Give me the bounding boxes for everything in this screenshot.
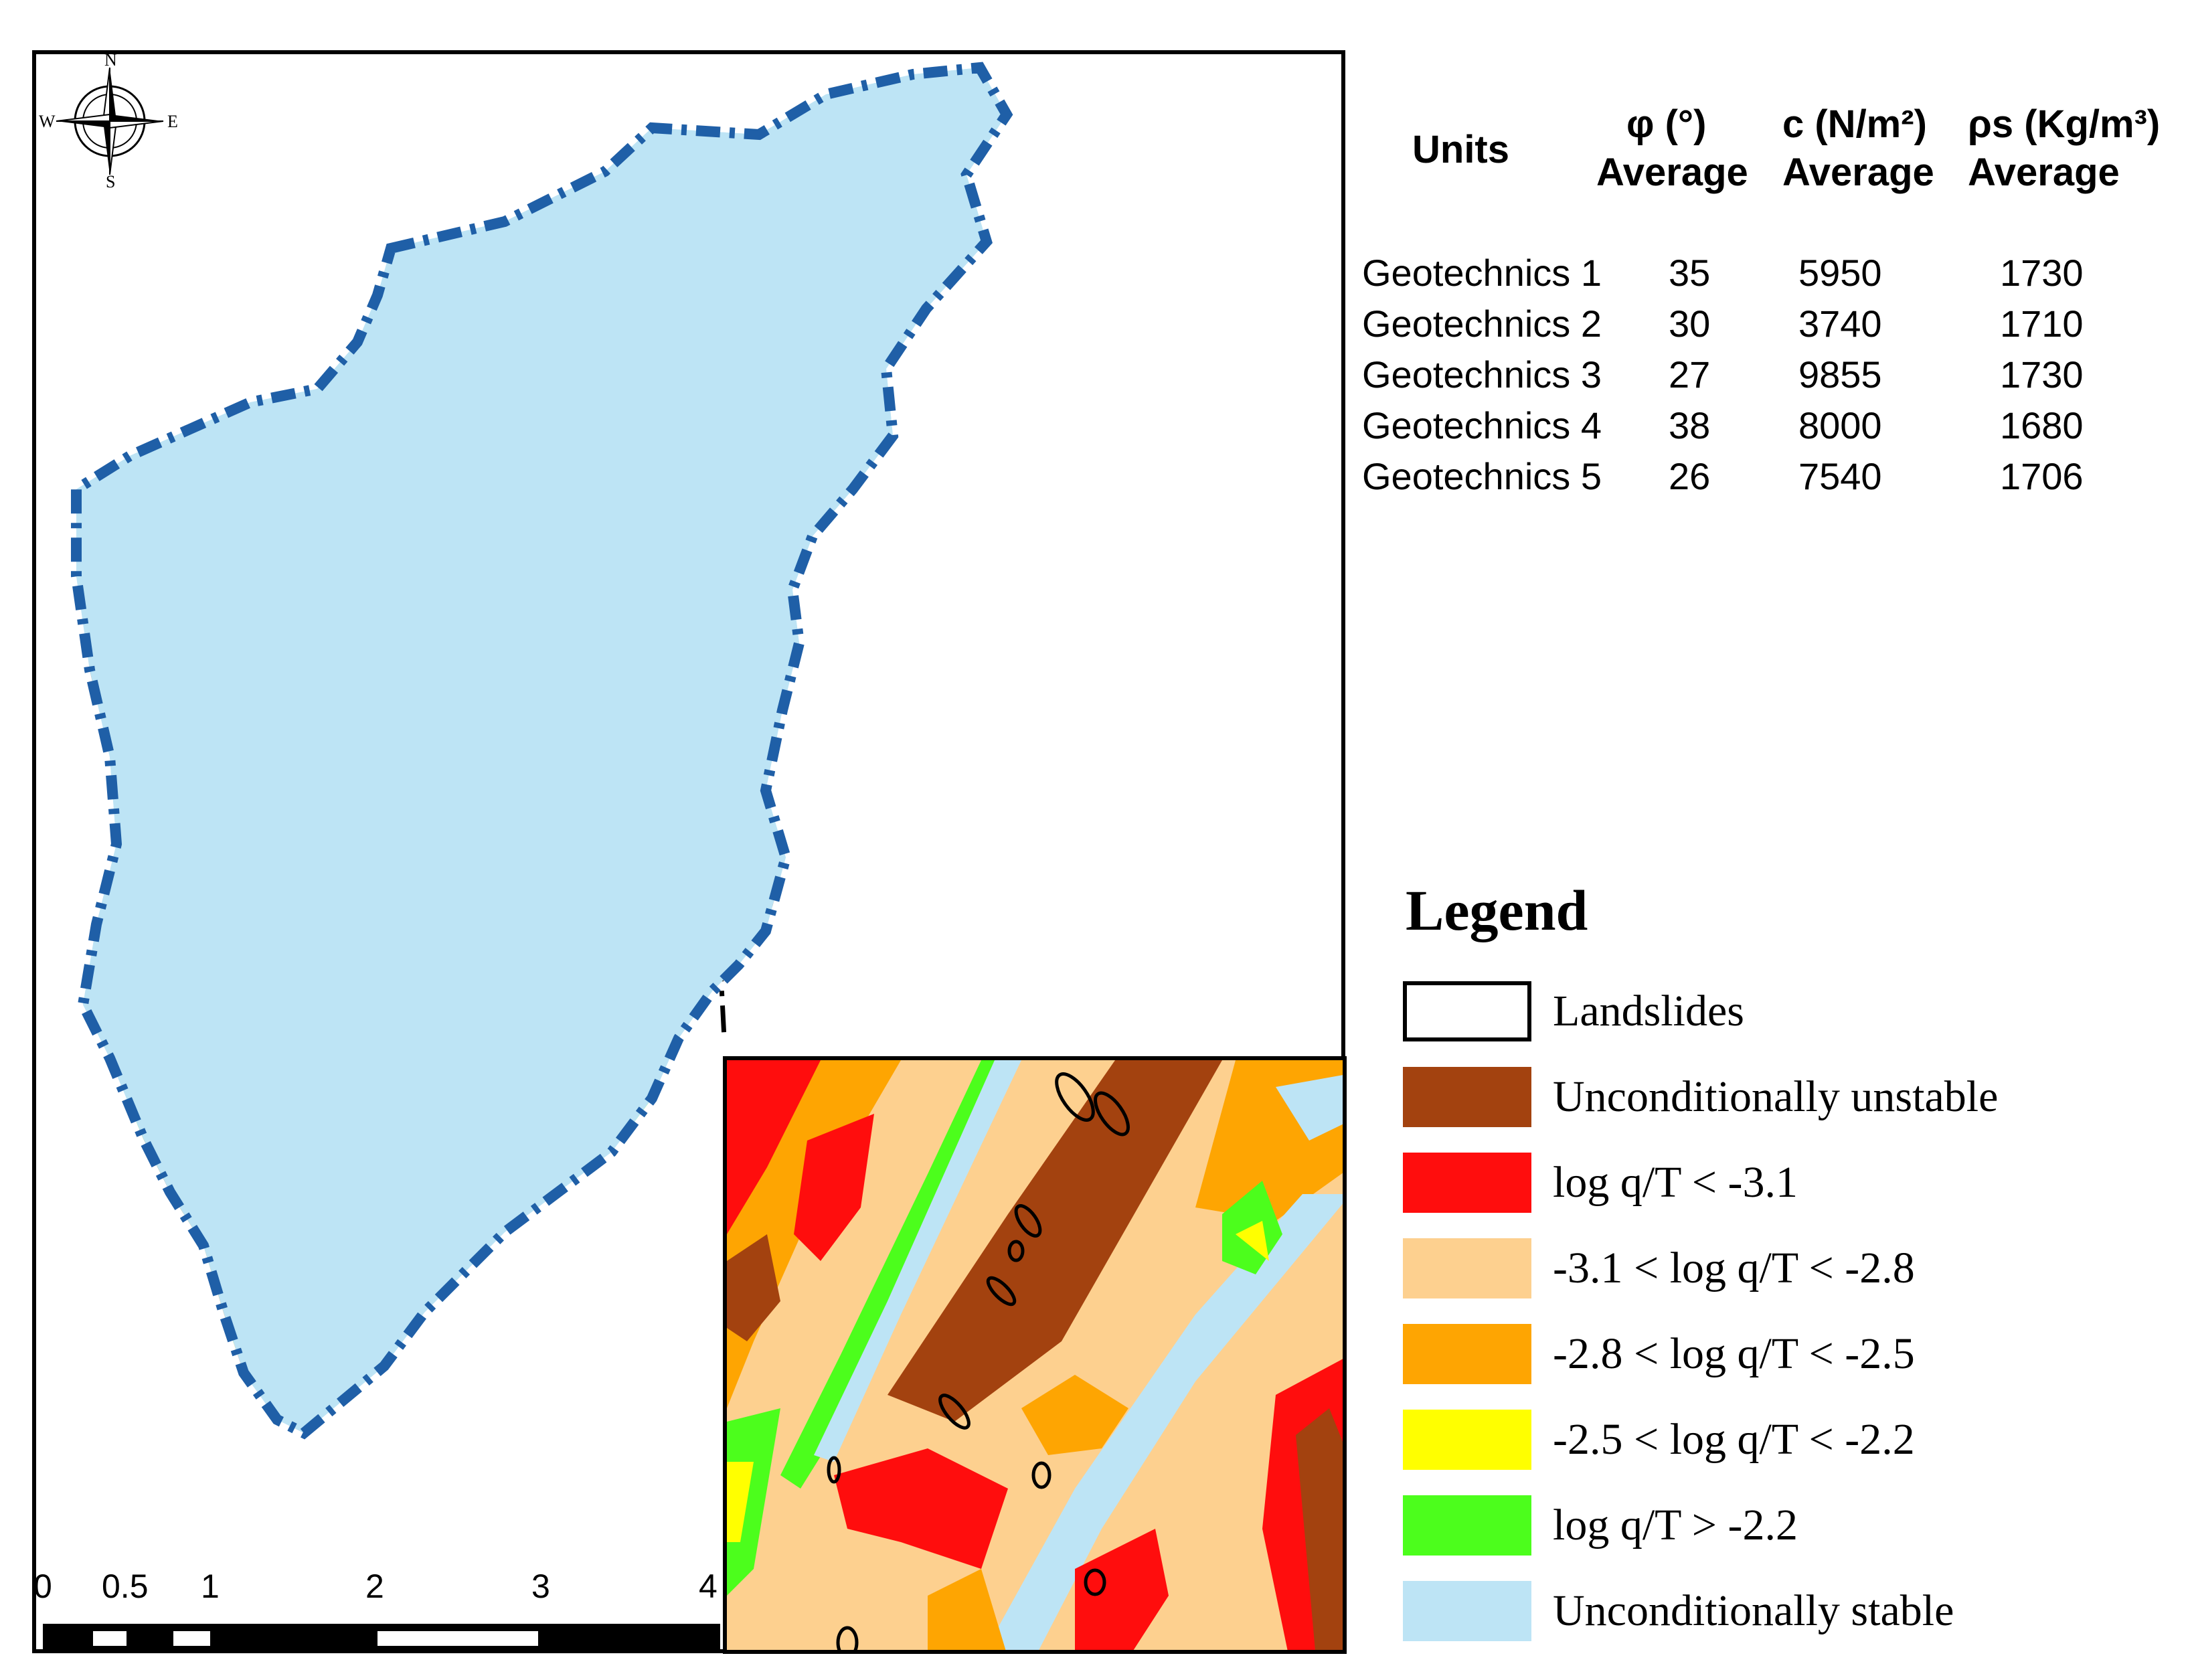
table-cell-unit: Geotechnics 2: [1362, 303, 1602, 345]
table-cell-unit: Geotechnics 3: [1362, 353, 1602, 396]
scale-tick-label: 1: [201, 1568, 220, 1605]
legend-label: Unconditionally stable: [1553, 1586, 1954, 1635]
legend-swatch: [1403, 1324, 1531, 1384]
table-cell-phi: 38: [1669, 404, 1711, 446]
legend-label: Landslides: [1553, 987, 1744, 1035]
table-cell-unit: Geotechnics 5: [1362, 455, 1602, 497]
legend-label: -3.1 < log q/T < -2.8: [1553, 1244, 1915, 1292]
scale-tick-label: 2: [365, 1568, 384, 1605]
compass-east-label: E: [167, 112, 178, 131]
table-header: φ (°): [1626, 102, 1707, 146]
table-header: Average: [1968, 151, 2120, 194]
table-header: c (N/m²): [1782, 102, 1927, 146]
legend-swatch: [1403, 1238, 1531, 1298]
legend-label: log q/T < -3.1: [1553, 1158, 1798, 1207]
table-cell-phi: 27: [1669, 353, 1711, 396]
scale-tick-label: 0.5: [102, 1568, 149, 1605]
watershed-map: [43, 54, 1345, 1649]
table-cell-c: 7540: [1798, 455, 1882, 497]
table-cell-c: 3740: [1798, 303, 1882, 345]
table-cell-c: 9855: [1798, 353, 1882, 396]
scale-tick-label: 4: [699, 1568, 718, 1605]
table-cell-rho: 1706: [2000, 455, 2084, 497]
legend-label: Unconditionally unstable: [1553, 1072, 1999, 1121]
table-cell-rho: 1730: [2000, 353, 2084, 396]
legend-swatch: [1403, 1581, 1531, 1641]
scale-bar: [43, 1624, 720, 1649]
legend-swatch: [1403, 1410, 1531, 1470]
table-cell-c: 8000: [1798, 404, 1882, 446]
table-cell-c: 5950: [1798, 252, 1882, 294]
inset-map: [723, 1056, 1347, 1654]
table-cell-rho: 1710: [2000, 303, 2084, 345]
table-cell-phi: 30: [1669, 303, 1711, 345]
scale-tick-label: 0: [33, 1568, 52, 1605]
table-header: Average: [1782, 151, 1934, 194]
table-cell-rho: 1730: [2000, 252, 2084, 294]
compass-north-label: N: [104, 50, 117, 70]
table-cell-phi: 26: [1669, 455, 1711, 497]
legend-label: -2.8 < log q/T < -2.5: [1553, 1329, 1915, 1378]
legend-label: -2.5 < log q/T < -2.2: [1553, 1415, 1915, 1464]
main-map: 0 0.5 1 2 3 4 N S E W: [32, 50, 1345, 1653]
landslide-swatch: [1403, 981, 1531, 1041]
compass-west-label: W: [39, 112, 56, 131]
legend-swatch: [1403, 1067, 1531, 1127]
table-cell-unit: Geotechnics 1: [1362, 252, 1602, 294]
compass-south-label: S: [106, 172, 116, 191]
table-header: ρs (Kg/m³): [1968, 102, 2161, 146]
table-header: Units: [1412, 128, 1509, 171]
table-header: Average: [1596, 151, 1748, 194]
legend-swatch: [1403, 1153, 1531, 1213]
legend-title: Legend: [1406, 878, 1588, 942]
compass-icon: [56, 67, 164, 175]
table-cell-phi: 35: [1669, 252, 1711, 294]
inset-zoomed-area: [727, 1060, 1343, 1650]
legend-swatch: [1403, 1495, 1531, 1556]
legend-label: log q/T > -2.2: [1553, 1501, 1798, 1549]
table-cell-unit: Geotechnics 4: [1362, 404, 1602, 446]
table-cell-rho: 1680: [2000, 404, 2084, 446]
scale-tick-label: 3: [531, 1568, 550, 1605]
